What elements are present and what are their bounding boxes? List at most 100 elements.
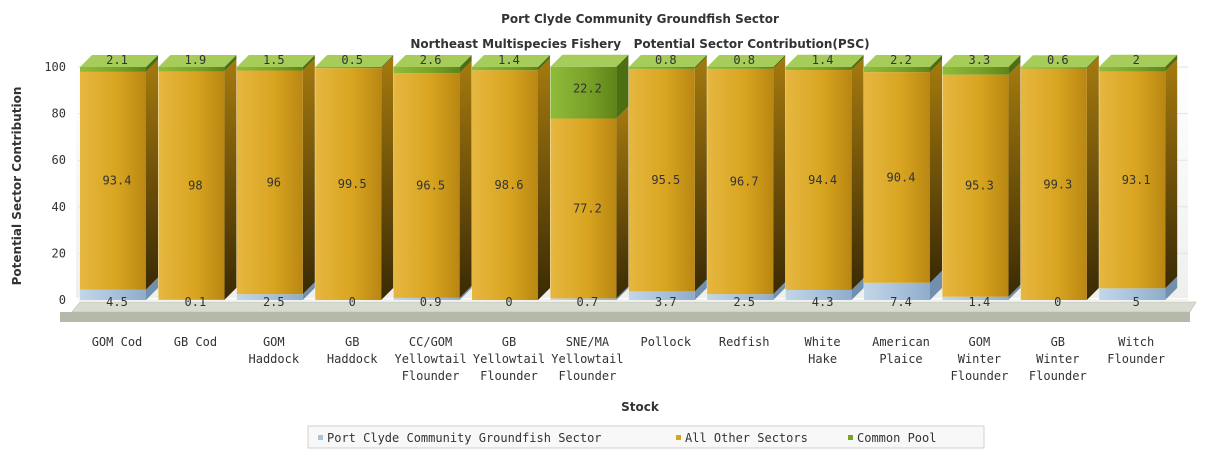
bar-stack: 1.4 95.3 3.3 bbox=[942, 53, 1021, 309]
x-tick-label: Winter bbox=[958, 352, 1001, 366]
bar-all-other-sectors bbox=[472, 70, 538, 301]
bar-stack: 7.4 90.4 2.2 bbox=[864, 53, 942, 309]
x-tick-label: GB bbox=[345, 335, 359, 349]
x-tick-label: Pollock bbox=[641, 335, 692, 349]
bar-side-port-clyde bbox=[146, 277, 158, 300]
data-label-all-other-sectors: 90.4 bbox=[887, 170, 916, 184]
y-tick-label: 20 bbox=[52, 246, 66, 260]
bar-stack: 4.3 94.4 1.4 bbox=[785, 53, 864, 309]
data-label-common-pool: 3.3 bbox=[969, 53, 991, 67]
data-label-common-pool: 1.4 bbox=[498, 53, 520, 67]
bar-all-other-sectors bbox=[707, 68, 774, 295]
legend-swatch-common-pool bbox=[848, 435, 853, 440]
x-tick-label: Hake bbox=[808, 352, 837, 366]
bar-stack: 0.7 77.2 22.2 bbox=[550, 54, 629, 309]
bar-port-clyde bbox=[707, 294, 774, 300]
bar-stack: 0.9 96.5 2.6 bbox=[393, 53, 472, 309]
bar-stack: 0 99.5 0.5 bbox=[315, 53, 394, 309]
bar-side-all-other-sectors bbox=[1165, 59, 1178, 289]
bar-port-clyde bbox=[236, 294, 303, 300]
bar-side-all-other-sectors bbox=[851, 58, 864, 290]
bar-side-all-other-sectors bbox=[1008, 62, 1021, 297]
data-label-common-pool: 1.5 bbox=[263, 53, 285, 67]
bar-stack: 0 98.6 1.4 bbox=[472, 53, 550, 309]
bar-side-all-other-sectors bbox=[694, 56, 707, 292]
bar-common-pool bbox=[628, 67, 695, 69]
data-label-all-other-sectors: 99.5 bbox=[338, 177, 367, 191]
bar-side-port-clyde bbox=[1165, 276, 1178, 300]
x-tick-label: Witch bbox=[1118, 335, 1154, 349]
bar-side-port-clyde bbox=[1008, 284, 1021, 300]
bar-port-clyde bbox=[785, 289, 852, 300]
bar-side-port-clyde bbox=[930, 270, 942, 300]
bar-all-other-sectors bbox=[1020, 68, 1087, 300]
legend: Port Clyde Community Groundfish Sector Al… bbox=[307, 425, 985, 449]
plot-floor bbox=[71, 301, 1197, 313]
x-tick-label: GOM Cod bbox=[92, 335, 143, 349]
bar-port-clyde bbox=[550, 298, 617, 300]
bar-common-pool bbox=[550, 66, 617, 119]
bar-stack: 2.5 96.7 0.8 bbox=[707, 53, 786, 309]
data-label-all-other-sectors: 93.4 bbox=[103, 174, 132, 188]
data-label-all-other-sectors: 77.2 bbox=[573, 201, 602, 215]
bar-side-all-other-sectors bbox=[459, 61, 472, 298]
x-tick-label: Flounder bbox=[402, 369, 460, 383]
bar-side-all-other-sectors bbox=[1086, 56, 1099, 301]
data-label-port-clyde: 0.9 bbox=[420, 295, 442, 309]
x-tick-label: Haddock bbox=[249, 352, 300, 366]
bar-side-common-pool bbox=[146, 55, 158, 72]
data-label-common-pool: 0.8 bbox=[733, 53, 755, 67]
bar-all-other-sectors bbox=[158, 71, 225, 300]
data-label-port-clyde: 0.7 bbox=[577, 295, 599, 309]
bar-top-face bbox=[707, 55, 786, 67]
y-tick-label: 100 bbox=[44, 60, 66, 74]
bar-common-pool bbox=[942, 67, 1009, 75]
bar-common-pool bbox=[80, 67, 146, 72]
bar-common-pool bbox=[1099, 66, 1166, 72]
bar-all-other-sectors bbox=[1099, 71, 1166, 289]
data-label-common-pool: 2.6 bbox=[420, 53, 442, 67]
data-label-all-other-sectors: 95.5 bbox=[651, 173, 680, 187]
bar-top-face bbox=[472, 55, 550, 67]
legend-label-common-pool: Common Pool bbox=[857, 431, 936, 445]
legend-swatch-port-clyde bbox=[318, 435, 323, 440]
x-tick-label: Redfish bbox=[719, 335, 770, 349]
data-label-port-clyde: 0 bbox=[1054, 295, 1061, 309]
x-tick-label: GOM bbox=[263, 335, 285, 349]
bar-stack: 2.5 96 1.5 bbox=[236, 53, 315, 309]
bar-top-face bbox=[628, 55, 707, 67]
bar-top-face bbox=[158, 55, 237, 67]
bar-all-other-sectors bbox=[236, 70, 303, 295]
data-label-common-pool: 2.1 bbox=[106, 53, 128, 67]
legend-box bbox=[307, 425, 985, 449]
bar-top-face bbox=[864, 55, 942, 67]
bar-side-common-pool bbox=[694, 55, 707, 69]
legend-label-port-clyde: Port Clyde Community Groundfish Sector bbox=[327, 431, 602, 445]
x-tick-label: CC/GOM bbox=[409, 335, 452, 349]
x-tick-label: White bbox=[805, 335, 841, 349]
bar-side-all-other-sectors bbox=[538, 58, 550, 301]
data-label-all-other-sectors: 98.6 bbox=[495, 178, 524, 192]
bar-all-other-sectors bbox=[942, 74, 1009, 297]
x-tick-label: GB bbox=[502, 335, 516, 349]
x-axis-title: Stock bbox=[621, 400, 660, 414]
bar-side-common-pool bbox=[1086, 55, 1099, 69]
x-tick-label: Flounder bbox=[1029, 369, 1087, 383]
data-label-port-clyde: 5 bbox=[1133, 295, 1140, 309]
bar-top-face bbox=[236, 55, 315, 67]
bar-top-face bbox=[80, 55, 158, 67]
x-tick-label: GOM bbox=[969, 335, 991, 349]
y-tick-label: 0 bbox=[59, 293, 66, 307]
bar-stack: 3.7 95.5 0.8 bbox=[628, 53, 707, 309]
bar-side-port-clyde bbox=[302, 282, 315, 300]
data-label-common-pool: 22.2 bbox=[573, 82, 602, 96]
bar-top-face bbox=[315, 55, 394, 67]
bar-all-other-sectors bbox=[80, 71, 146, 290]
data-label-common-pool: 1.9 bbox=[185, 53, 207, 67]
data-label-all-other-sectors: 94.4 bbox=[808, 173, 837, 187]
data-label-port-clyde: 0.1 bbox=[185, 295, 207, 309]
x-tick-label: Flounder bbox=[951, 369, 1009, 383]
data-label-port-clyde: 0 bbox=[505, 295, 512, 309]
bar-common-pool bbox=[393, 67, 460, 74]
bar-all-other-sectors bbox=[785, 70, 852, 290]
